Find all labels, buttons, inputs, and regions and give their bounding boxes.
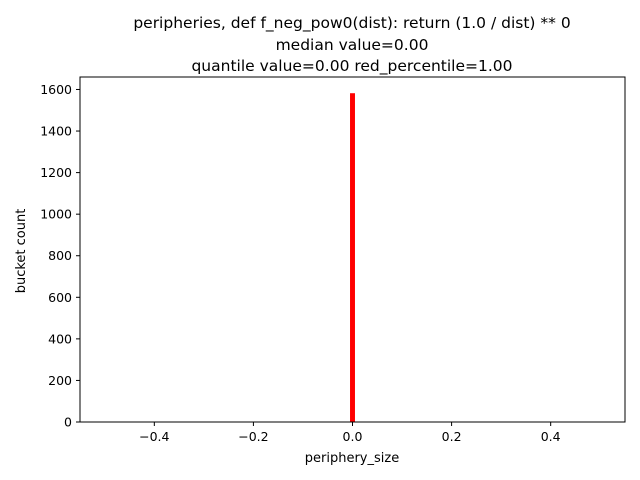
x-axis-label: periphery_size xyxy=(305,451,399,466)
y-tick-label: 1000 xyxy=(40,207,72,222)
x-tick-label: −0.2 xyxy=(238,429,268,444)
y-tick-label: 600 xyxy=(48,290,72,305)
y-tick-label: 1200 xyxy=(40,165,72,180)
bar-0 xyxy=(350,93,355,422)
chart-title-line-1: peripheries, def f_neg_pow0(dist): retur… xyxy=(133,14,570,33)
y-axis-label: bucket count xyxy=(14,209,29,294)
x-tick-label: 0.0 xyxy=(343,429,363,444)
chart-title-line-3: quantile value=0.00 red_percentile=1.00 xyxy=(191,57,512,76)
y-tick-label: 1600 xyxy=(40,82,72,97)
chart-title-line-2: median value=0.00 xyxy=(276,36,429,54)
y-tick-label: 200 xyxy=(48,373,72,388)
x-axis-ticks: −0.4 −0.2 0.0 0.2 0.4 xyxy=(139,422,561,444)
x-tick-label: 0.4 xyxy=(541,429,561,444)
chart-title: peripheries, def f_neg_pow0(dist): retur… xyxy=(133,14,570,76)
y-axis-ticks: 0 200 400 600 800 1000 1200 1400 1600 xyxy=(40,82,80,430)
bar-series xyxy=(350,93,355,422)
y-tick-label: 0 xyxy=(64,415,72,430)
y-tick-label: 1400 xyxy=(40,124,72,139)
y-tick-label: 800 xyxy=(48,248,72,263)
x-tick-label: −0.4 xyxy=(139,429,169,444)
x-tick-label: 0.2 xyxy=(442,429,462,444)
plot-frame xyxy=(79,76,626,423)
y-tick-label: 400 xyxy=(48,331,72,346)
